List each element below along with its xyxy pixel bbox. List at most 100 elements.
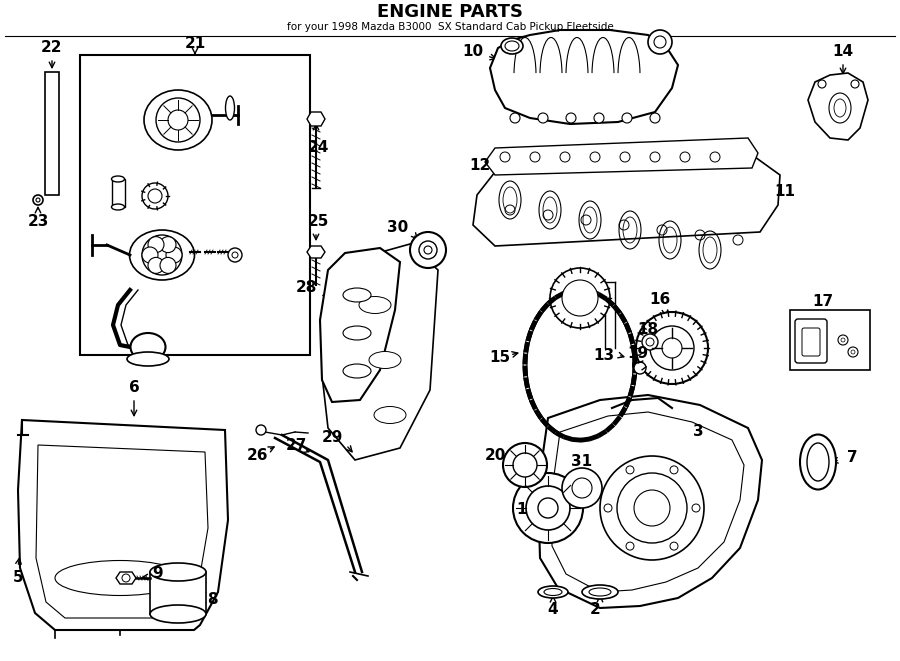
Circle shape [670,466,678,474]
Ellipse shape [150,563,206,581]
Circle shape [626,542,634,550]
Circle shape [562,468,602,508]
Ellipse shape [807,443,829,481]
Text: 14: 14 [832,44,853,59]
Circle shape [572,478,592,498]
Circle shape [36,198,40,202]
Circle shape [160,237,176,253]
Circle shape [851,80,859,88]
Polygon shape [307,112,325,126]
Circle shape [818,80,826,88]
Polygon shape [322,244,438,460]
Ellipse shape [834,99,846,117]
Circle shape [513,453,537,477]
Circle shape [626,466,634,474]
Circle shape [122,574,130,582]
Circle shape [148,189,162,203]
FancyBboxPatch shape [795,319,827,363]
Polygon shape [36,445,208,618]
Text: 8: 8 [207,592,217,607]
Circle shape [419,241,437,259]
Text: 6: 6 [129,381,140,395]
Bar [790,310,870,370]
Circle shape [562,280,598,316]
Polygon shape [473,157,780,246]
Text: 15: 15 [490,350,510,366]
Text: 29: 29 [321,430,343,446]
Ellipse shape [130,230,194,280]
Ellipse shape [589,588,611,596]
Text: 17: 17 [813,295,833,309]
Text: 25: 25 [307,215,328,229]
Polygon shape [18,420,228,630]
Text: 31: 31 [572,455,592,469]
Polygon shape [485,138,758,175]
Text: 12: 12 [470,159,490,173]
Text: 20: 20 [484,449,506,463]
Polygon shape [552,412,744,592]
Circle shape [503,443,547,487]
Ellipse shape [343,288,371,302]
Circle shape [634,490,670,526]
Text: 26: 26 [248,447,269,463]
Circle shape [256,425,266,435]
Circle shape [538,113,548,123]
Circle shape [604,504,612,512]
Circle shape [670,542,678,550]
Ellipse shape [127,352,169,366]
Circle shape [148,257,164,274]
Bar [45,72,59,195]
Circle shape [654,36,666,48]
Circle shape [566,113,576,123]
Text: 19: 19 [627,346,649,360]
Bar [80,55,310,355]
Ellipse shape [112,176,124,182]
Circle shape [650,113,660,123]
Circle shape [526,486,570,530]
Text: 23: 23 [27,215,49,229]
Circle shape [538,498,558,518]
Circle shape [622,113,632,123]
Text: 22: 22 [41,40,63,56]
Circle shape [851,350,855,354]
Circle shape [642,334,658,350]
Ellipse shape [505,41,519,51]
Text: 24: 24 [307,141,328,155]
Polygon shape [116,572,136,584]
Ellipse shape [800,434,836,490]
Circle shape [634,362,646,374]
Circle shape [228,248,242,262]
Text: 13: 13 [593,348,615,362]
Circle shape [841,338,845,342]
Circle shape [662,338,682,358]
Text: 16: 16 [650,293,670,307]
Circle shape [646,338,654,346]
Circle shape [160,257,176,274]
Polygon shape [320,248,400,402]
Circle shape [148,237,164,253]
Text: 3: 3 [693,424,703,440]
Polygon shape [538,395,762,608]
Circle shape [142,235,182,275]
Ellipse shape [829,93,851,123]
Ellipse shape [226,96,235,120]
Text: 18: 18 [637,323,659,338]
Text: 27: 27 [285,438,307,453]
Circle shape [510,113,520,123]
Polygon shape [808,73,868,140]
Circle shape [838,335,848,345]
Text: 4: 4 [548,602,558,617]
Ellipse shape [582,585,618,599]
Circle shape [848,347,858,357]
Polygon shape [490,30,678,124]
Bar [112,179,125,207]
Ellipse shape [374,407,406,424]
Circle shape [600,456,704,560]
Ellipse shape [538,586,568,598]
Circle shape [156,98,200,142]
Ellipse shape [150,605,206,623]
Ellipse shape [501,38,523,54]
Ellipse shape [343,364,371,378]
Ellipse shape [144,90,212,150]
Text: 7: 7 [847,451,858,465]
